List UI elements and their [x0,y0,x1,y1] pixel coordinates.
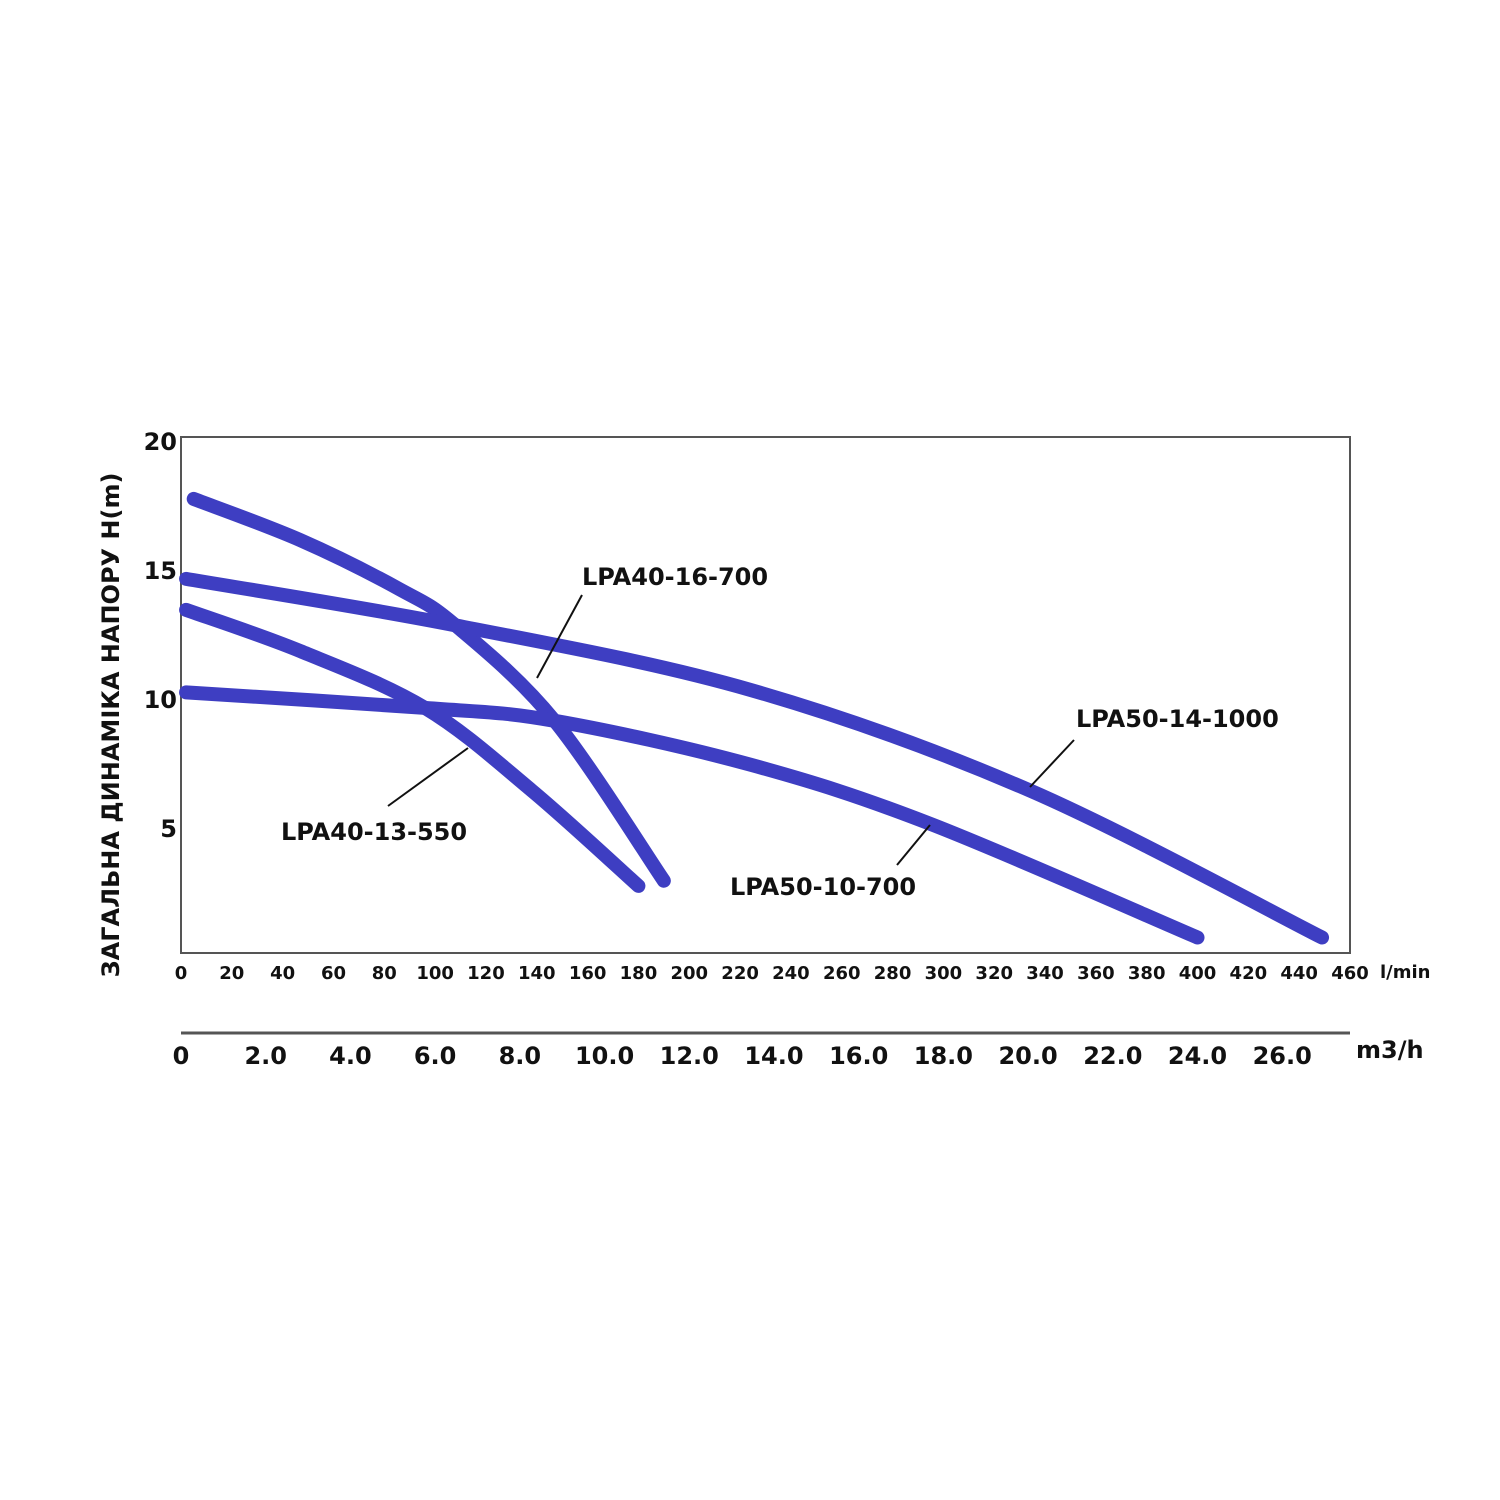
x2-tick-label: 6.0 [414,1042,457,1070]
x-tick-label: 320 [975,963,1013,984]
leader-line [1029,739,1075,788]
x2-tick-label: 16.0 [829,1042,888,1070]
series-label: LPA50-10-700 [730,873,916,901]
x-tick-label: 80 [372,963,397,984]
x-tick-label: 380 [1128,963,1166,984]
x2-axis-unit: m3/h [1356,1036,1424,1064]
x-tick-label: 420 [1230,963,1268,984]
x-tick-label: 300 [925,963,963,984]
x2-tick-label: 10.0 [575,1042,634,1070]
x-tick-label: 360 [1077,963,1115,984]
x2-tick-label: 24.0 [1168,1042,1227,1070]
x-axis-unit: l/min [1380,962,1430,983]
leader-line [387,747,469,807]
x-tick-label: 60 [321,963,346,984]
y-tick-label: 15 [144,557,177,585]
x2-tick-label: 18.0 [914,1042,973,1070]
y-tick-label: 5 [160,815,177,843]
x-tick-label: 0 [175,963,188,984]
x2-tick-label: 14.0 [744,1042,803,1070]
x2-tick-label: 20.0 [998,1042,1057,1070]
x2-tick-label: 0 [173,1042,190,1070]
x-tick-label: 340 [1026,963,1064,984]
x2-tick-label: 26.0 [1253,1042,1312,1070]
pump-curve [179,571,1330,945]
x2-tick-label: 2.0 [244,1042,287,1070]
x-tick-label: 440 [1280,963,1318,984]
x-tick-label: 220 [721,963,759,984]
y-tick-label: 20 [144,428,177,456]
x-tick-label: 200 [670,963,708,984]
x-tick-label: 140 [518,963,556,984]
x-tick-label: 120 [467,963,505,984]
x2-tick-label: 22.0 [1083,1042,1142,1070]
x-tick-label: 100 [416,963,454,984]
x-tick-label: 160 [569,963,607,984]
y-tick-label: 10 [144,686,177,714]
pump-curve [186,491,671,888]
x2-tick-label: 8.0 [499,1042,542,1070]
leader-line [536,594,583,679]
x-tick-label: 460 [1331,963,1369,984]
series-label: LPA40-16-700 [582,563,768,591]
x-tick-label: 20 [219,963,244,984]
y-axis-label: ЗАГАЛЬНА ДИНАМІКА НАПОРУ H(m) [97,473,125,978]
leader-line [896,824,931,866]
x2-tick-label: 12.0 [660,1042,719,1070]
pump-curve [179,685,1205,945]
x-tick-label: 180 [620,963,658,984]
x-tick-label: 260 [823,963,861,984]
x-tick-label: 240 [772,963,810,984]
series-label: LPA40-13-550 [281,818,467,846]
x-tick-label: 40 [270,963,295,984]
x2-tick-label: 4.0 [329,1042,372,1070]
x-tick-label: 400 [1179,963,1217,984]
x-tick-label: 280 [874,963,912,984]
series-label: LPA50-14-1000 [1076,705,1279,733]
